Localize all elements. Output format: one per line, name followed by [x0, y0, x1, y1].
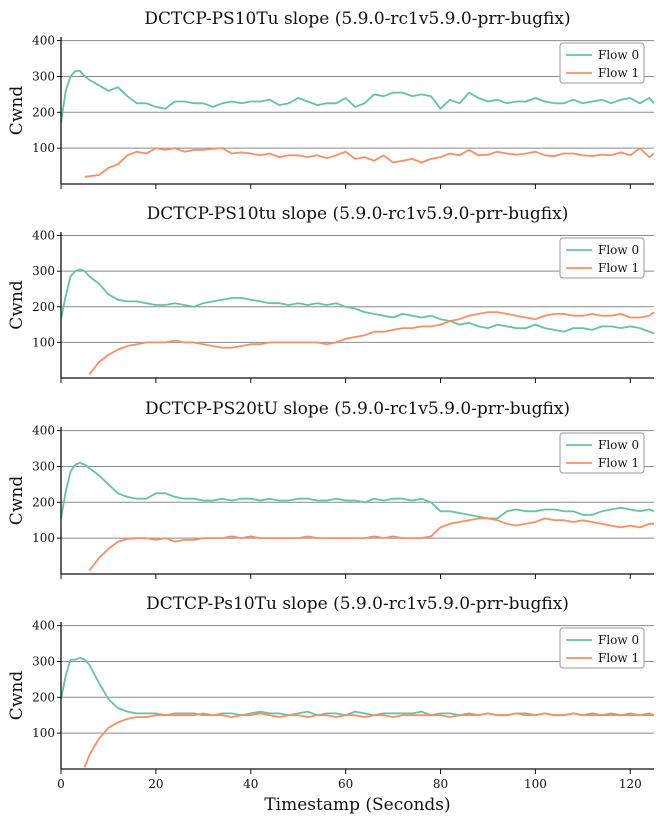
- x-tick-label: 60: [338, 777, 353, 791]
- x-tick-label: 120: [619, 777, 642, 791]
- legend-label-flow-0: Flow 0: [598, 243, 639, 257]
- x-tick-label: 20: [148, 777, 163, 791]
- chart-title: DCTCP-Ps10Tu slope (5.9.0-rc1v5.9.0-prr-…: [146, 594, 569, 614]
- legend: Flow 0 Flow 1: [559, 432, 645, 474]
- legend-label-flow-1: Flow 1: [598, 651, 639, 665]
- chart-title: DCTCP-PS20tU slope (5.9.0-rc1v5.9.0-prr-…: [145, 399, 570, 419]
- y-axis-label: Cwnd: [7, 86, 27, 136]
- x-axis-label: Timestamp (Seconds): [264, 795, 450, 815]
- y-tick-label: 300: [32, 264, 55, 278]
- legend-label-flow-0: Flow 0: [598, 48, 639, 62]
- y-tick-label: 400: [32, 34, 55, 48]
- chart-title: DCTCP-PS10tu slope (5.9.0-rc1v5.9.0-prr-…: [147, 204, 569, 224]
- series-line-flow-0: [60, 461, 655, 520]
- y-axis-label: Cwnd: [7, 280, 27, 330]
- y-tick-label: 100: [32, 141, 55, 155]
- chart-panel-4: 100 200 300 400 0 20 40 60 80 100 120 DCTCP-Ps10Tu …: [7, 594, 655, 815]
- series-line-flow-1: [83, 712, 654, 768]
- y-tick-label: 300: [32, 654, 55, 668]
- y-tick-label: 100: [32, 335, 55, 349]
- legend-label-flow-1: Flow 1: [598, 456, 639, 470]
- series-line-flow-1: [88, 311, 655, 375]
- y-tick-label: 100: [32, 726, 55, 740]
- x-tick-label: 40: [243, 777, 258, 791]
- y-axis-label: Cwnd: [7, 476, 27, 526]
- x-tick-label: 100: [524, 777, 547, 791]
- series-line-flow-1: [84, 147, 655, 178]
- x-tick-label: 80: [433, 777, 448, 791]
- y-tick-label: 200: [32, 300, 55, 314]
- y-axis-label: Cwnd: [7, 671, 27, 721]
- legend-label-flow-1: Flow 1: [598, 66, 639, 80]
- series-line-flow-0: [60, 69, 655, 124]
- y-tick-label: 200: [32, 495, 55, 509]
- y-tick-label: 400: [32, 229, 55, 243]
- y-tick-label: 300: [32, 69, 55, 83]
- chart-panel-2: 100 200 300 400 DCTCP-PS10tu slope (5.9.0-rc…: [7, 204, 655, 383]
- y-tick-label: 200: [32, 690, 55, 704]
- legend-label-flow-0: Flow 0: [598, 633, 639, 647]
- legend: Flow 0 Flow 1: [559, 627, 645, 669]
- y-tick-label: 100: [32, 531, 55, 545]
- chart-panel-1: 100 200 300 400 DCTCP-PS10Tu slope (5.9.0-rc…: [7, 9, 655, 189]
- legend-label-flow-1: Flow 1: [598, 261, 639, 275]
- y-tick-label: 400: [32, 424, 55, 438]
- legend: Flow 0 Flow 1: [559, 42, 645, 84]
- series-line-flow-1: [88, 517, 654, 571]
- legend: Flow 0 Flow 1: [559, 237, 645, 279]
- legend-label-flow-0: Flow 0: [598, 438, 639, 452]
- y-tick-label: 200: [32, 105, 55, 119]
- x-tick-label: 0: [57, 777, 65, 791]
- y-tick-label: 300: [32, 459, 55, 473]
- series-line-flow-0: [60, 268, 655, 335]
- chart-title: DCTCP-PS10Tu slope (5.9.0-rc1v5.9.0-prr-…: [144, 9, 570, 29]
- chart-panel-3: 100 200 300 400 DCTCP-PS20tU slope (5.9.0-rc…: [7, 399, 655, 579]
- y-tick-label: 400: [32, 619, 55, 633]
